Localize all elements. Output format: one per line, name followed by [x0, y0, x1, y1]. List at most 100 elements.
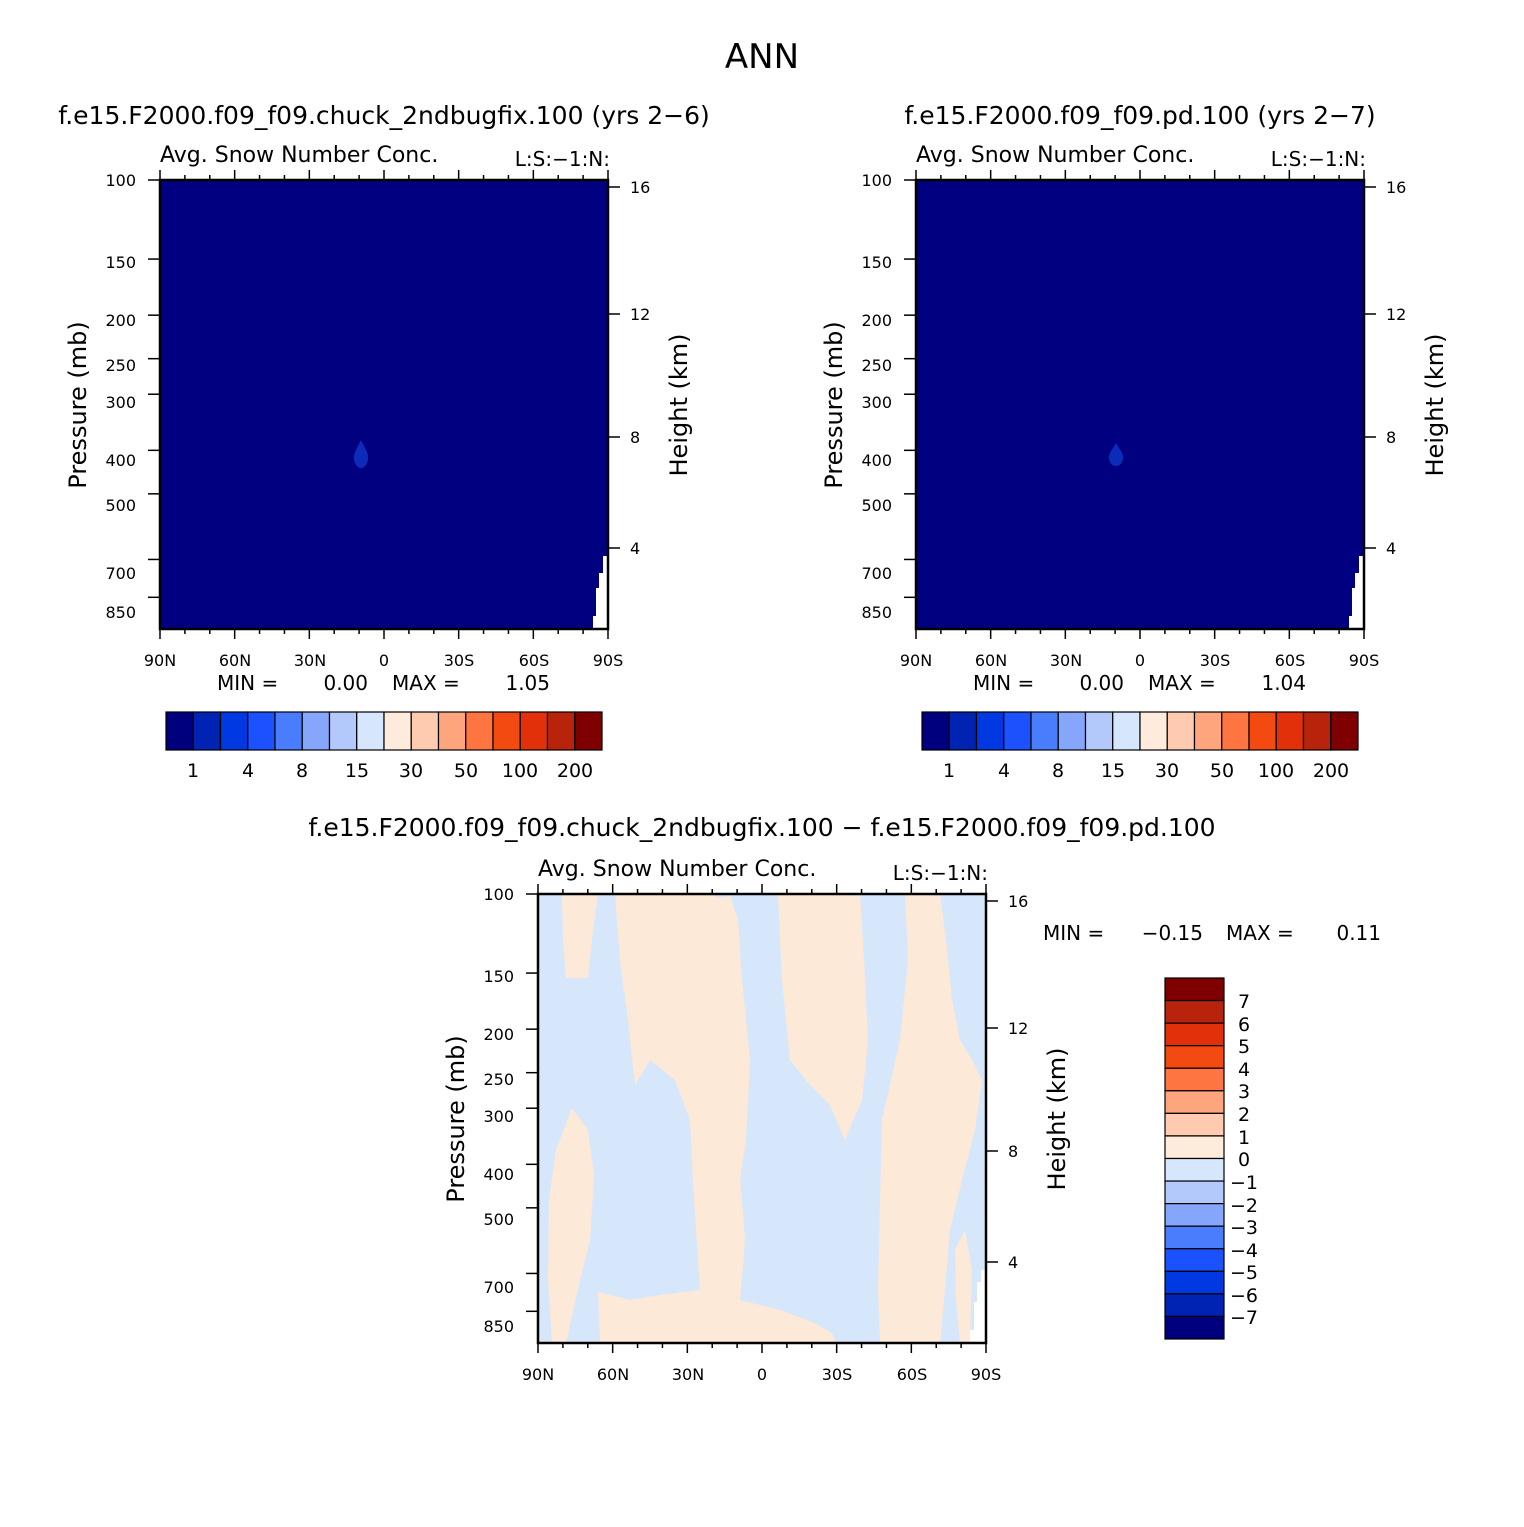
panel-2-colorbar-label: 15	[1101, 760, 1125, 782]
colorbar-box	[1164, 1225, 1225, 1250]
colorbar-box	[1164, 1315, 1225, 1340]
panel-1-colorbar-label: 4	[242, 760, 254, 782]
panel-3-positive-region	[878, 894, 982, 1343]
panel-2-colorbar-label: 1	[943, 760, 955, 782]
panel-2-y-tick-label: 850	[861, 603, 892, 622]
panel-3-y-tick-label: 500	[483, 1210, 514, 1229]
panel-2-colorbar-label: 30	[1155, 760, 1179, 782]
colorbar-box	[574, 711, 603, 751]
panel-3-colorbar: 7 6 5 4 3 2 1 0 −1 −2 −3 −4 −5 −6 −7	[1164, 977, 1258, 1340]
panel-2-y-axis-label: Pressure (mb)	[820, 321, 848, 488]
panel-3-colorbar-boxes	[1164, 977, 1225, 1340]
colorbar-box	[1193, 711, 1223, 751]
panel-2-y-tick-label: 300	[861, 393, 892, 412]
colorbar-box	[1164, 999, 1225, 1024]
panel-3-x-ticks	[537, 884, 987, 1353]
colorbar-box	[1275, 711, 1305, 751]
colorbar-box	[1302, 711, 1332, 751]
colorbar-box	[1248, 711, 1277, 751]
colorbar-box	[1030, 711, 1059, 751]
colorbar-box	[1164, 1248, 1225, 1272]
panel-1-subtitle-right: L:S:−1:N:	[515, 147, 610, 171]
panel-1-y-tick-label: 250	[105, 356, 136, 375]
colorbar-box	[1164, 1022, 1225, 1047]
panel-3-colorbar-label: −3	[1230, 1217, 1258, 1239]
panel-3-x-tick-label: 60S	[897, 1365, 928, 1384]
colorbar-box	[1164, 977, 1225, 1002]
panel-3-subtitle-right: L:S:−1:N:	[893, 861, 988, 885]
colorbar-box	[410, 711, 440, 751]
panel-2-max-value: 1.04	[1261, 671, 1306, 695]
panel-1-y-tick-label: 850	[105, 603, 136, 622]
panel-2-min-label: MIN =	[973, 671, 1034, 695]
panel-3-positive-region	[562, 894, 598, 978]
colorbar-box	[921, 711, 950, 751]
panel-3-y-tick-label: 200	[483, 1025, 514, 1044]
panel-3-colorbar-label: 1	[1238, 1127, 1250, 1149]
panel-3-positive-region	[615, 894, 745, 1300]
panel-3-x-tick-label: 30N	[672, 1365, 704, 1384]
panel-3-subtitle: Avg. Snow Number Conc.	[538, 857, 816, 882]
panel-2-missing-data	[1349, 556, 1364, 629]
colorbar-box	[192, 711, 222, 751]
panel-1-colorbar-label: 50	[454, 760, 478, 782]
panel-3-y-tick-label: 400	[483, 1165, 514, 1184]
panel-1-min-label: MIN =	[217, 671, 278, 695]
panel-3-min-value: −0.15	[1142, 921, 1203, 945]
panel-3-height-axis-label: Height (km)	[1043, 1048, 1071, 1191]
panel-2-x-ticks	[915, 170, 1365, 639]
panel-2-colorbar: 1 4 8 15 30 50 100 200	[921, 711, 1359, 782]
panel-3-missing-data	[970, 1270, 986, 1343]
panel-3-max-label: MAX =	[1226, 921, 1294, 945]
panel-1-subtitle: Avg. Snow Number Conc.	[160, 143, 438, 168]
panel-3-positive-region	[955, 1230, 972, 1343]
panel-2-x-tick-label: 30N	[1050, 651, 1082, 670]
panel-1-height-tick-label: 8	[630, 428, 640, 447]
colorbar-box	[1112, 711, 1141, 751]
panel-1-missing-data	[593, 556, 608, 629]
panel-2-y-tick-label: 500	[861, 496, 892, 515]
panel-3-y-axis: 100 150 200 250 300 400 500 700 850 Pres…	[442, 885, 514, 1336]
panel-3-y-tick-label: 150	[483, 967, 514, 986]
panel-1-y-tick-label: 700	[105, 564, 136, 583]
panel-3-colorbar-label: −1	[1230, 1172, 1258, 1194]
colorbar-box	[219, 711, 249, 751]
panel-1-blob	[353, 440, 369, 468]
panel-2-x-tick-label: 90S	[1349, 651, 1380, 670]
colorbar-box	[1164, 1112, 1225, 1137]
panel-3-x-tick-label: 90N	[522, 1365, 554, 1384]
colorbar-box	[492, 711, 521, 751]
panel-3-y-tick-label: 850	[483, 1317, 514, 1336]
panel-2-height-axis-label: Height (km)	[1421, 334, 1449, 477]
panel-3-height-axis: 16 12 8 4 Height (km)	[1008, 892, 1071, 1272]
panel-3-colorbar-label: 7	[1238, 991, 1250, 1013]
panel-1-field	[160, 180, 608, 629]
colorbar-box	[948, 711, 978, 751]
colorbar-box	[1164, 1293, 1225, 1318]
panel-3-minmax: MIN = −0.15 MAX = 0.11	[1043, 921, 1381, 945]
panel-3-y-tick-label: 300	[483, 1107, 514, 1126]
panel-1-colorbar-label: 15	[345, 760, 369, 782]
panel-2-height-tick-label: 4	[1386, 539, 1396, 558]
panel-1-x-tick-label: 90N	[144, 651, 176, 670]
colorbar-box	[465, 711, 494, 751]
colorbar-box	[1139, 711, 1168, 751]
panel-1-colorbar-boxes	[165, 711, 603, 751]
panel-3-colorbar-label: 2	[1238, 1104, 1250, 1126]
panel-2-y-tick-label: 150	[861, 253, 892, 272]
panel-3-y-tick-label: 700	[483, 1278, 514, 1297]
panel-1-x-tick-label: 30S	[444, 651, 475, 670]
colorbar-box	[328, 711, 358, 751]
panel-1-height-tick-label: 4	[630, 539, 640, 558]
panel-2-x-tick-label: 90N	[900, 651, 932, 670]
panel-2-colorbar-label: 100	[1258, 760, 1294, 782]
colorbar-box	[1164, 1135, 1225, 1160]
panel-3-colorbar-label: 3	[1238, 1081, 1250, 1103]
colorbar-box	[1164, 1067, 1225, 1092]
colorbar-box	[975, 711, 1005, 751]
panel-1-x-tick-label: 60S	[519, 651, 550, 670]
panel-1-colorbar-label: 8	[296, 760, 308, 782]
colorbar-box	[1084, 711, 1114, 751]
panel-3-positive-region	[548, 1108, 594, 1343]
panel-2-colorbar-boxes	[921, 711, 1359, 751]
